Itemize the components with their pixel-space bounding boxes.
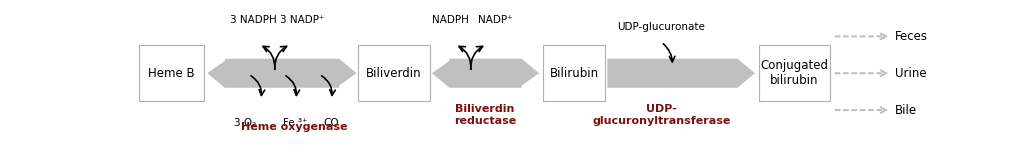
Text: Biliverdin
reductase: Biliverdin reductase xyxy=(454,105,516,126)
FancyBboxPatch shape xyxy=(358,45,430,101)
Text: 3 NADPH: 3 NADPH xyxy=(230,15,276,25)
Text: Biliverdin: Biliverdin xyxy=(366,67,422,80)
FancyBboxPatch shape xyxy=(543,45,605,101)
Polygon shape xyxy=(207,59,356,88)
FancyBboxPatch shape xyxy=(139,45,204,101)
Polygon shape xyxy=(607,59,755,88)
Text: Bile: Bile xyxy=(895,104,916,117)
FancyBboxPatch shape xyxy=(759,45,830,101)
Text: CO: CO xyxy=(324,118,339,128)
Text: Heme B: Heme B xyxy=(148,67,195,80)
Text: Heme oxygenase: Heme oxygenase xyxy=(242,122,348,132)
Text: 3 O₂: 3 O₂ xyxy=(233,118,256,128)
Text: Urine: Urine xyxy=(895,67,927,80)
Text: 3 NADP⁺: 3 NADP⁺ xyxy=(281,15,325,25)
Polygon shape xyxy=(432,59,539,88)
Text: UDP-
glucuronyltransferase: UDP- glucuronyltransferase xyxy=(592,105,730,126)
Text: Feces: Feces xyxy=(895,30,928,43)
Text: NADP⁺: NADP⁺ xyxy=(478,15,513,25)
Text: UDP-glucuronate: UDP-glucuronate xyxy=(617,22,706,32)
Text: Fe ³⁺: Fe ³⁺ xyxy=(284,118,307,128)
Text: Conjugated
bilirubin: Conjugated bilirubin xyxy=(761,59,828,87)
Text: NADPH: NADPH xyxy=(432,15,469,25)
Text: Bilirubin: Bilirubin xyxy=(550,67,599,80)
